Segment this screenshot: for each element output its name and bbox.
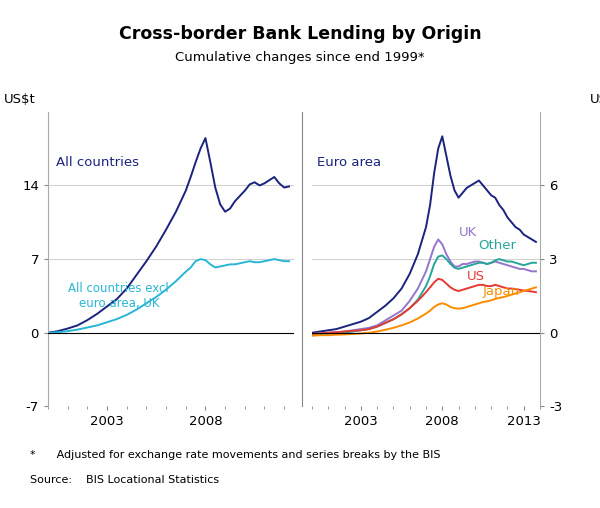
Text: All countries excl
euro area, UK: All countries excl euro area, UK — [68, 282, 169, 310]
Text: US: US — [467, 270, 485, 283]
Text: All countries: All countries — [56, 156, 139, 170]
Text: US$t: US$t — [590, 93, 600, 106]
Text: Cumulative changes since end 1999*: Cumulative changes since end 1999* — [175, 50, 425, 64]
Text: *      Adjusted for exchange rate movements and series breaks by the BIS: * Adjusted for exchange rate movements a… — [30, 450, 440, 460]
Text: Source:    BIS Locational Statistics: Source: BIS Locational Statistics — [30, 475, 219, 485]
Text: Japan: Japan — [483, 284, 520, 298]
Text: US$t: US$t — [4, 93, 35, 106]
Text: Cross-border Bank Lending by Origin: Cross-border Bank Lending by Origin — [119, 25, 481, 43]
Text: Euro area: Euro area — [317, 156, 381, 169]
Text: Other: Other — [478, 239, 516, 252]
Text: UK: UK — [458, 226, 477, 239]
